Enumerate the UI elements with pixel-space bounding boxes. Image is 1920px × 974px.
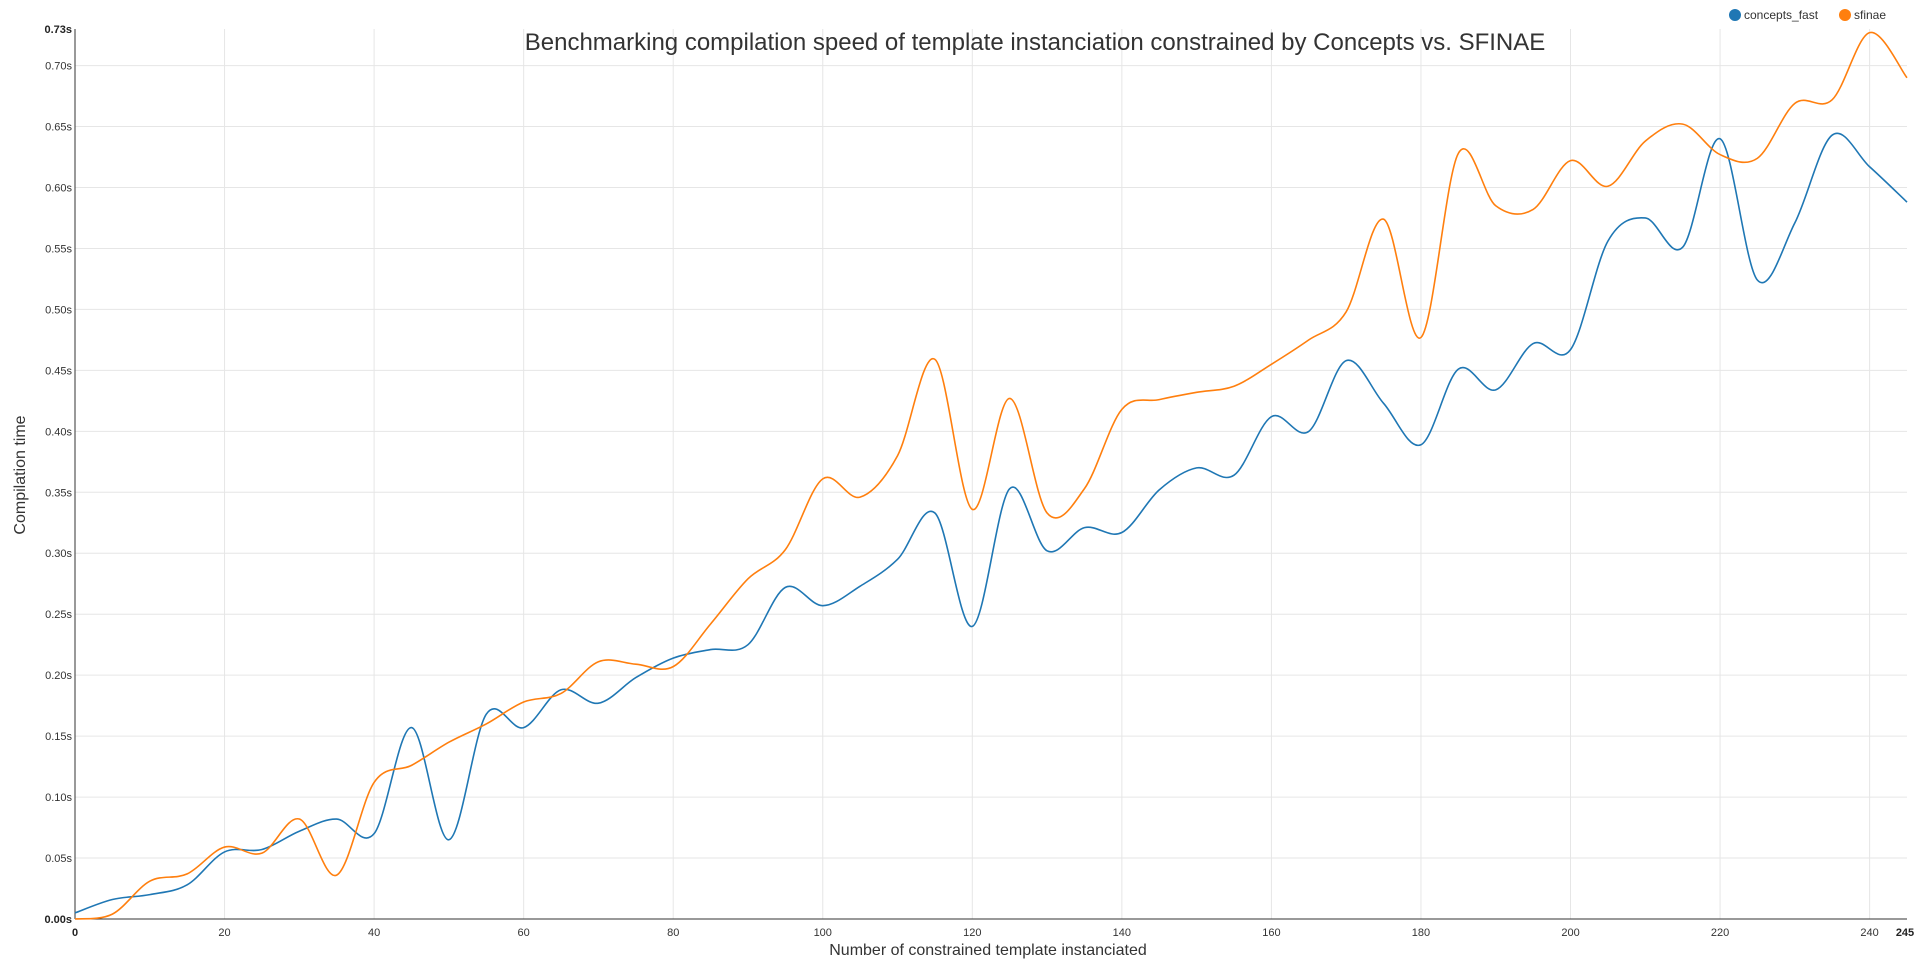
legend-label-concepts_fast: concepts_fast	[1744, 8, 1819, 22]
x-tick-label: 200	[1561, 927, 1579, 939]
x-tick-label: 0	[72, 927, 78, 939]
x-tick-label: 120	[963, 927, 981, 939]
y-tick-label: 0.35s	[45, 487, 72, 499]
y-axis-title: Compilation time	[12, 415, 29, 534]
x-tick-label: 80	[667, 927, 679, 939]
legend-marker-sfinae	[1839, 9, 1851, 21]
legend-label-sfinae: sfinae	[1854, 8, 1886, 22]
x-tick-label: 140	[1113, 927, 1131, 939]
y-tick-label: 0.25s	[45, 609, 72, 621]
axes: 0 20 40 60 80 100 120 140 160 180 200 220 240 245 0.00…	[44, 24, 1914, 939]
y-tick-label: 0.73s	[44, 24, 72, 36]
y-tick-label: 0.20s	[45, 670, 72, 682]
x-tick-label: 160	[1262, 927, 1280, 939]
grid	[75, 29, 1907, 919]
y-tick-label: 0.45s	[45, 365, 72, 377]
x-tick-label: 20	[218, 927, 230, 939]
x-tick-label: 240	[1860, 927, 1878, 939]
series-line-concepts_fast	[74, 132, 1908, 914]
x-tick-label: 40	[368, 927, 380, 939]
legend-marker-concepts_fast	[1729, 9, 1741, 21]
x-tick-label: 180	[1412, 927, 1430, 939]
x-axis-title: Number of constrained template instancia…	[829, 942, 1147, 959]
series-line-sfinae	[74, 31, 1908, 920]
y-tick-label: 0.15s	[45, 731, 72, 743]
legend: concepts_fast sfinae	[1729, 8, 1886, 22]
y-tick-label: 0.40s	[45, 426, 72, 438]
y-tick-label: 0.65s	[45, 122, 72, 134]
x-tick-label: 60	[518, 927, 530, 939]
series-lines	[74, 31, 1908, 920]
y-tick-label: 0.05s	[45, 853, 72, 865]
y-tick-label: 0.60s	[45, 182, 72, 194]
y-tick-label: 0.00s	[44, 914, 72, 926]
y-tick-label: 0.30s	[45, 548, 72, 560]
x-tick-label: 245	[1896, 927, 1914, 939]
y-tick-label: 0.50s	[45, 304, 72, 316]
y-tick-label: 0.55s	[45, 243, 72, 255]
y-tick-label: 0.70s	[45, 61, 72, 73]
x-tick-label: 220	[1711, 927, 1729, 939]
x-tick-label: 100	[814, 927, 832, 939]
chart-title: Benchmarking compilation speed of templa…	[525, 29, 1546, 56]
y-tick-label: 0.10s	[45, 792, 72, 804]
